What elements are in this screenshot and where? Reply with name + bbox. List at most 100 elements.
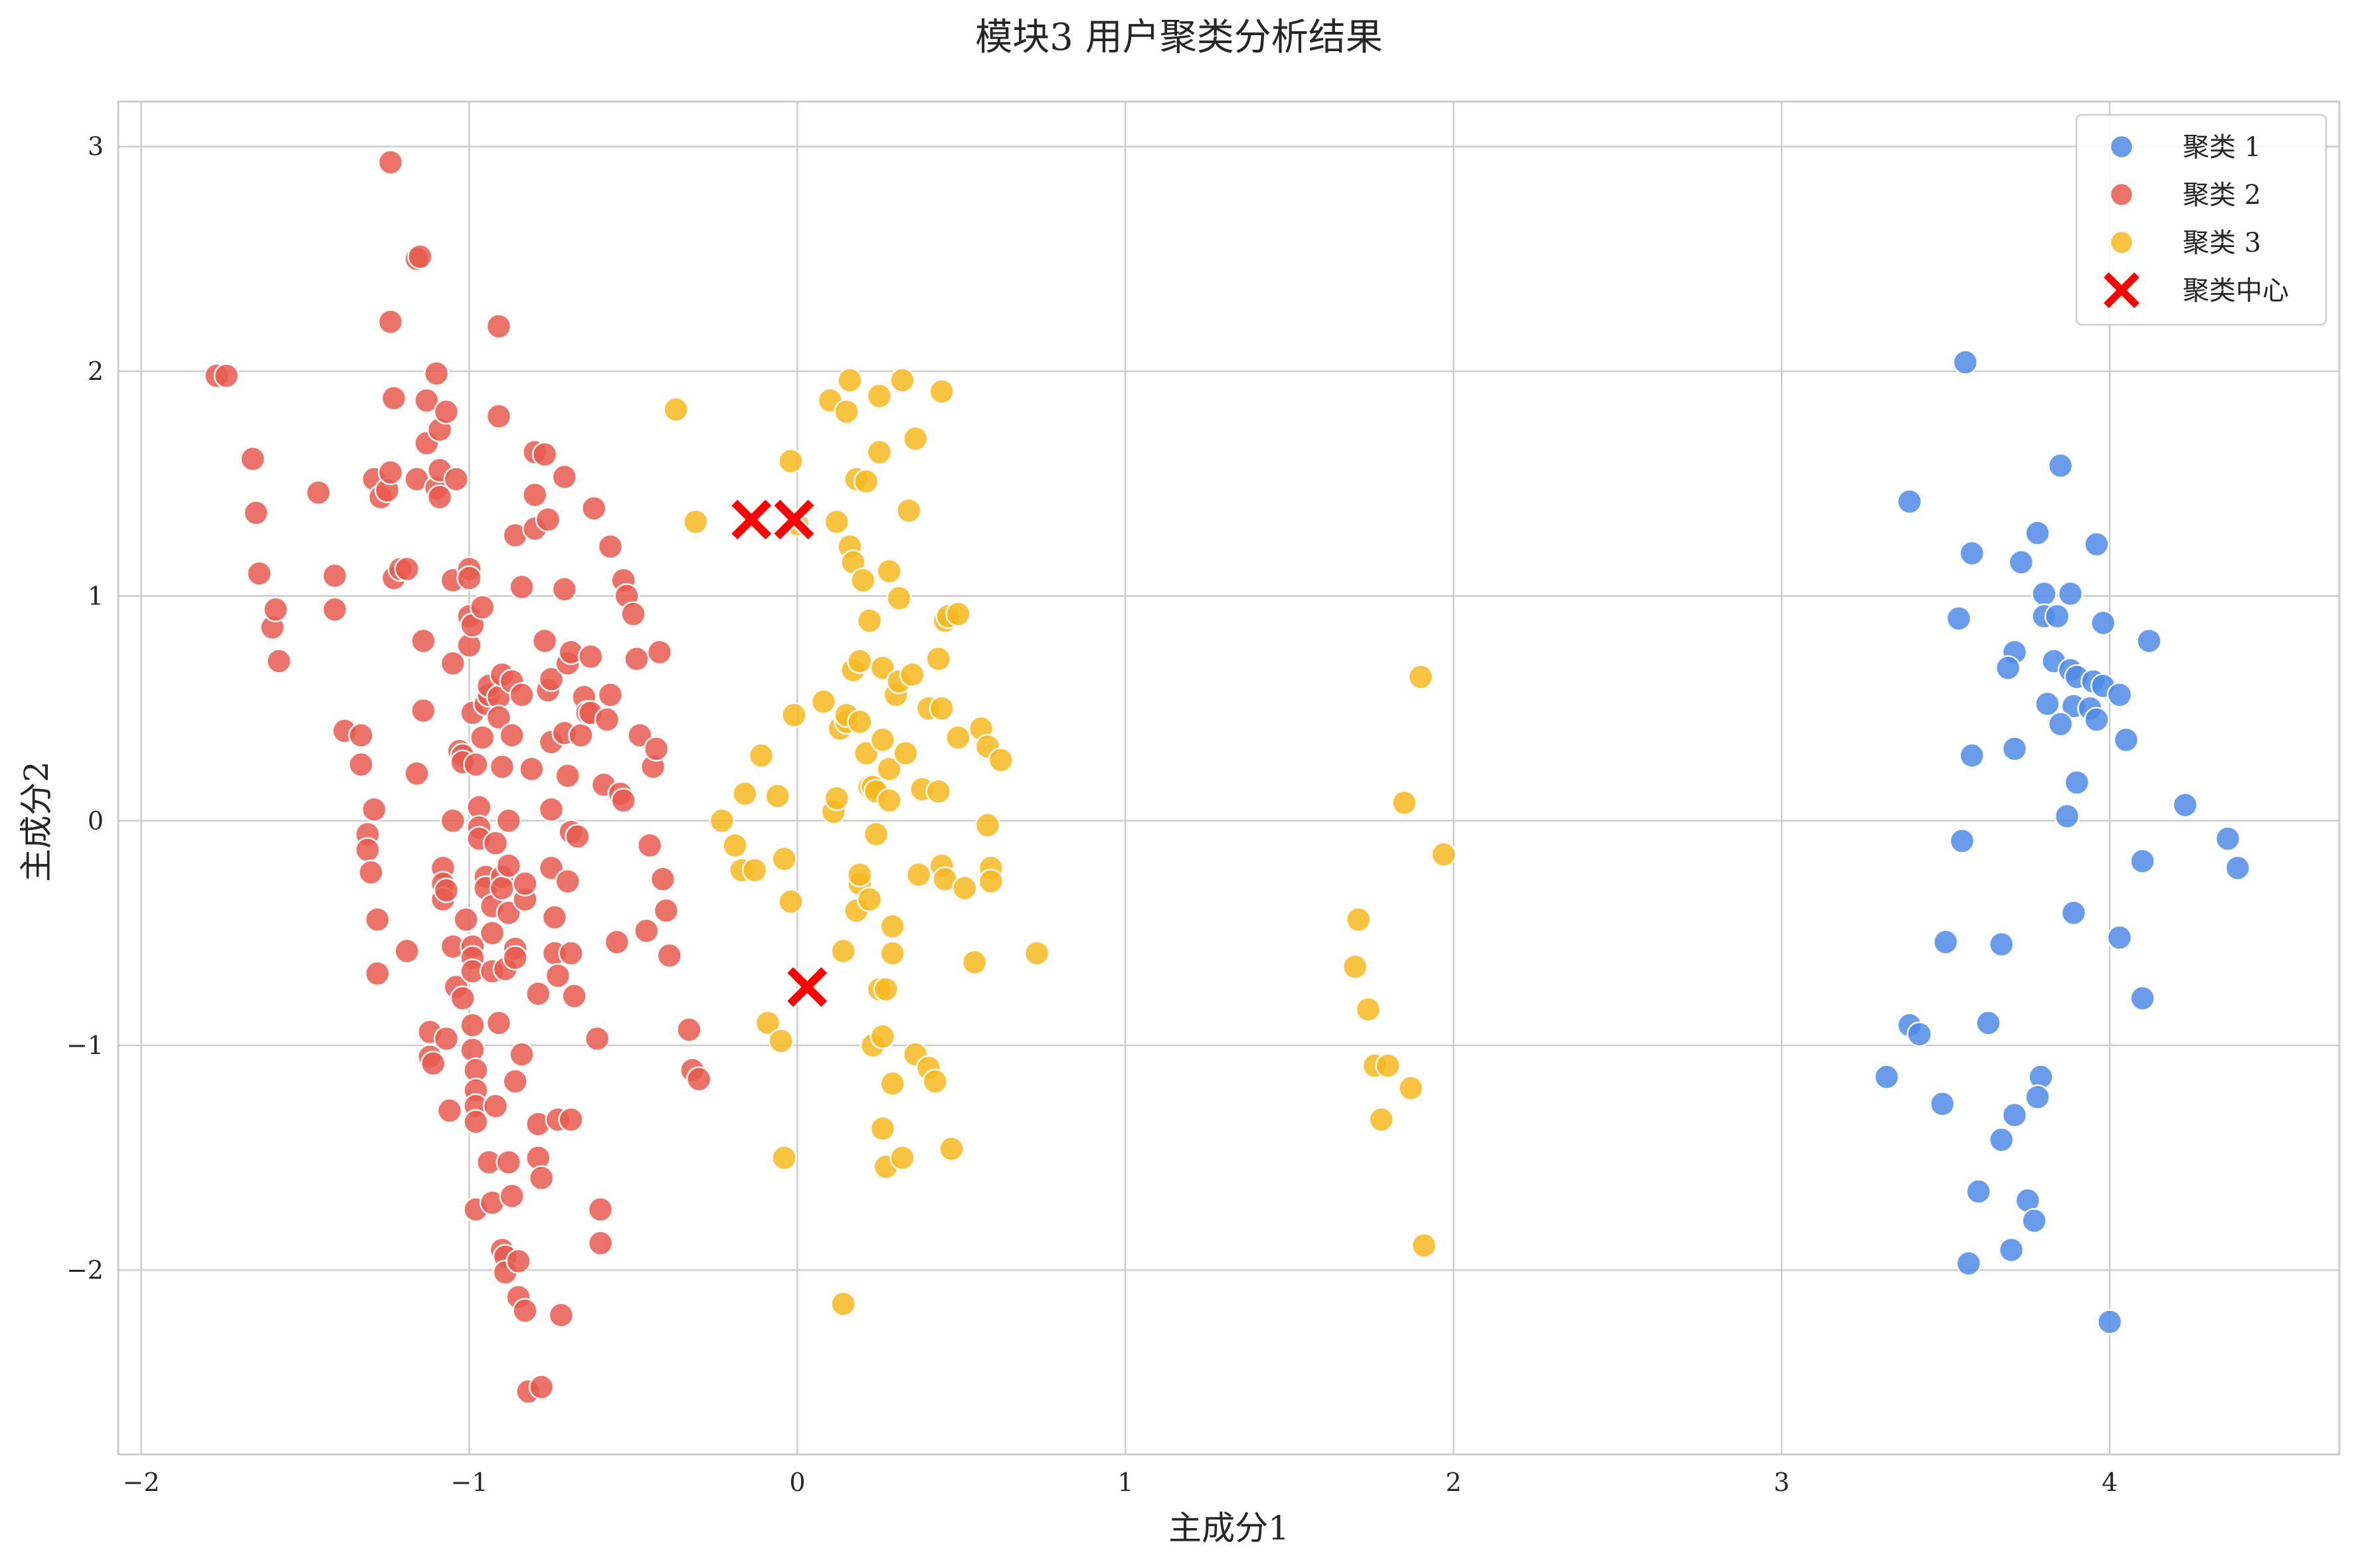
data-point-cluster-2 <box>528 1165 555 1191</box>
data-point-cluster-2 <box>361 796 387 823</box>
data-point-cluster-1 <box>1965 1178 1991 1205</box>
data-point-cluster-2 <box>489 754 515 780</box>
data-point-cluster-2 <box>394 938 420 964</box>
data-point-cluster-2 <box>538 855 565 881</box>
data-point-cluster-1 <box>1946 606 1972 632</box>
data-point-cluster-2 <box>470 725 496 750</box>
data-point-cluster-3 <box>974 812 1001 838</box>
data-point-cluster-1 <box>2035 691 2060 717</box>
data-point-cluster-2 <box>538 666 565 692</box>
data-point-cluster-3 <box>945 601 971 627</box>
data-point-cluster-3 <box>869 1116 896 1142</box>
data-point-cluster-3 <box>903 426 929 452</box>
data-point-cluster-3 <box>847 648 873 674</box>
data-point-cluster-2 <box>381 385 407 411</box>
data-point-cluster-2 <box>499 1183 525 1209</box>
data-point-cluster-1 <box>2064 770 2090 796</box>
data-point-cluster-2 <box>489 875 515 901</box>
data-point-cluster-3 <box>866 439 893 466</box>
data-point-cluster-3 <box>810 689 837 715</box>
x-tick-label: 3 <box>1773 1468 1789 1497</box>
data-point-cluster-1 <box>1906 1021 1933 1047</box>
data-point-cluster-1 <box>2001 736 2028 762</box>
y-tick-label: 0 <box>88 806 104 835</box>
data-point-cluster-2 <box>656 942 683 969</box>
data-point-cluster-2 <box>213 363 240 389</box>
legend-label: 聚类 2 <box>2183 180 2261 211</box>
data-point-cluster-3 <box>876 558 903 584</box>
data-point-cluster-3 <box>929 379 955 404</box>
data-point-cluster-1 <box>2060 900 2087 926</box>
data-point-cluster-2 <box>610 788 636 814</box>
data-point-cluster-2 <box>535 507 561 533</box>
data-point-cluster-2 <box>364 960 391 987</box>
data-point-cluster-3 <box>856 608 883 634</box>
data-point-cluster-2 <box>420 1050 446 1077</box>
data-point-cluster-2 <box>509 682 535 708</box>
data-point-cluster-2 <box>499 722 525 748</box>
data-point-cluster-2 <box>597 682 624 708</box>
data-point-cluster-3 <box>778 448 804 474</box>
data-point-cluster-3 <box>830 938 856 964</box>
data-point-cluster-1 <box>2021 1207 2047 1234</box>
data-point-cluster-2 <box>433 1025 460 1052</box>
data-point-cluster-2 <box>512 871 538 897</box>
data-point-cluster-3 <box>876 756 903 782</box>
data-point-cluster-1 <box>1988 1127 2015 1153</box>
cluster-center-marker <box>771 497 817 543</box>
data-point-cluster-2 <box>597 533 624 560</box>
data-point-cluster-1 <box>2106 682 2133 708</box>
data-point-cluster-3 <box>853 468 879 495</box>
data-point-cluster-2 <box>496 853 522 879</box>
data-point-cluster-2 <box>246 561 272 586</box>
data-point-cluster-3 <box>853 740 879 766</box>
data-point-cluster-2 <box>594 707 620 733</box>
data-point-cluster-2 <box>525 981 551 1007</box>
data-point-cluster-1 <box>2096 1309 2123 1335</box>
data-point-cluster-1 <box>2224 855 2251 881</box>
data-point-cluster-1 <box>2047 452 2074 479</box>
data-point-cluster-2 <box>541 905 568 930</box>
data-point-cluster-1 <box>2084 707 2110 733</box>
x-tick-label: −2 <box>123 1468 160 1497</box>
x-axis-ticks: −2 −1 0 1 2 3 4 <box>123 1468 2118 1497</box>
data-point-cluster-3 <box>663 396 689 422</box>
data-point-cluster-2 <box>377 149 404 175</box>
data-point-cluster-2 <box>578 644 604 670</box>
data-point-cluster-3 <box>939 1136 964 1162</box>
data-point-cluster-3 <box>683 509 709 535</box>
x-tick-label: 1 <box>1117 1468 1133 1497</box>
data-point-cluster-3 <box>850 567 876 593</box>
y-axis-label: 主成分2 <box>17 761 56 882</box>
data-point-cluster-2 <box>496 808 522 834</box>
data-point-cluster-2 <box>486 1010 512 1036</box>
data-point-cluster-1 <box>1995 655 2021 681</box>
data-point-cluster-2 <box>358 859 384 885</box>
legend-label: 聚类中心 <box>2183 276 2289 306</box>
data-point-cluster-2 <box>505 1248 531 1274</box>
data-point-cluster-3 <box>709 808 735 834</box>
data-point-cluster-2 <box>240 446 266 472</box>
data-point-cluster-2 <box>414 387 440 414</box>
plot-border <box>117 100 2341 1456</box>
data-point-cluster-2 <box>440 650 466 677</box>
data-point-cluster-3 <box>889 367 915 393</box>
data-point-cluster-2 <box>440 808 466 834</box>
data-point-cluster-1 <box>2044 603 2070 630</box>
data-point-cluster-2 <box>636 832 663 859</box>
data-point-cluster-2 <box>604 929 630 955</box>
data-point-cluster-2 <box>348 751 374 778</box>
data-point-cluster-2 <box>482 830 509 856</box>
data-point-cluster-3 <box>1431 841 1457 867</box>
data-point-cluster-1 <box>1959 540 1985 566</box>
data-point-cluster-2 <box>486 313 512 339</box>
data-point-cluster-3 <box>925 778 952 805</box>
data-point-cluster-3 <box>866 383 893 409</box>
data-point-cluster-2 <box>558 940 584 966</box>
data-point-cluster-2 <box>496 900 522 926</box>
data-point-cluster-3 <box>876 788 903 814</box>
data-point-cluster-1 <box>2025 1084 2050 1110</box>
data-point-cluster-2 <box>426 484 453 510</box>
data-point-cluster-1 <box>2106 924 2133 950</box>
